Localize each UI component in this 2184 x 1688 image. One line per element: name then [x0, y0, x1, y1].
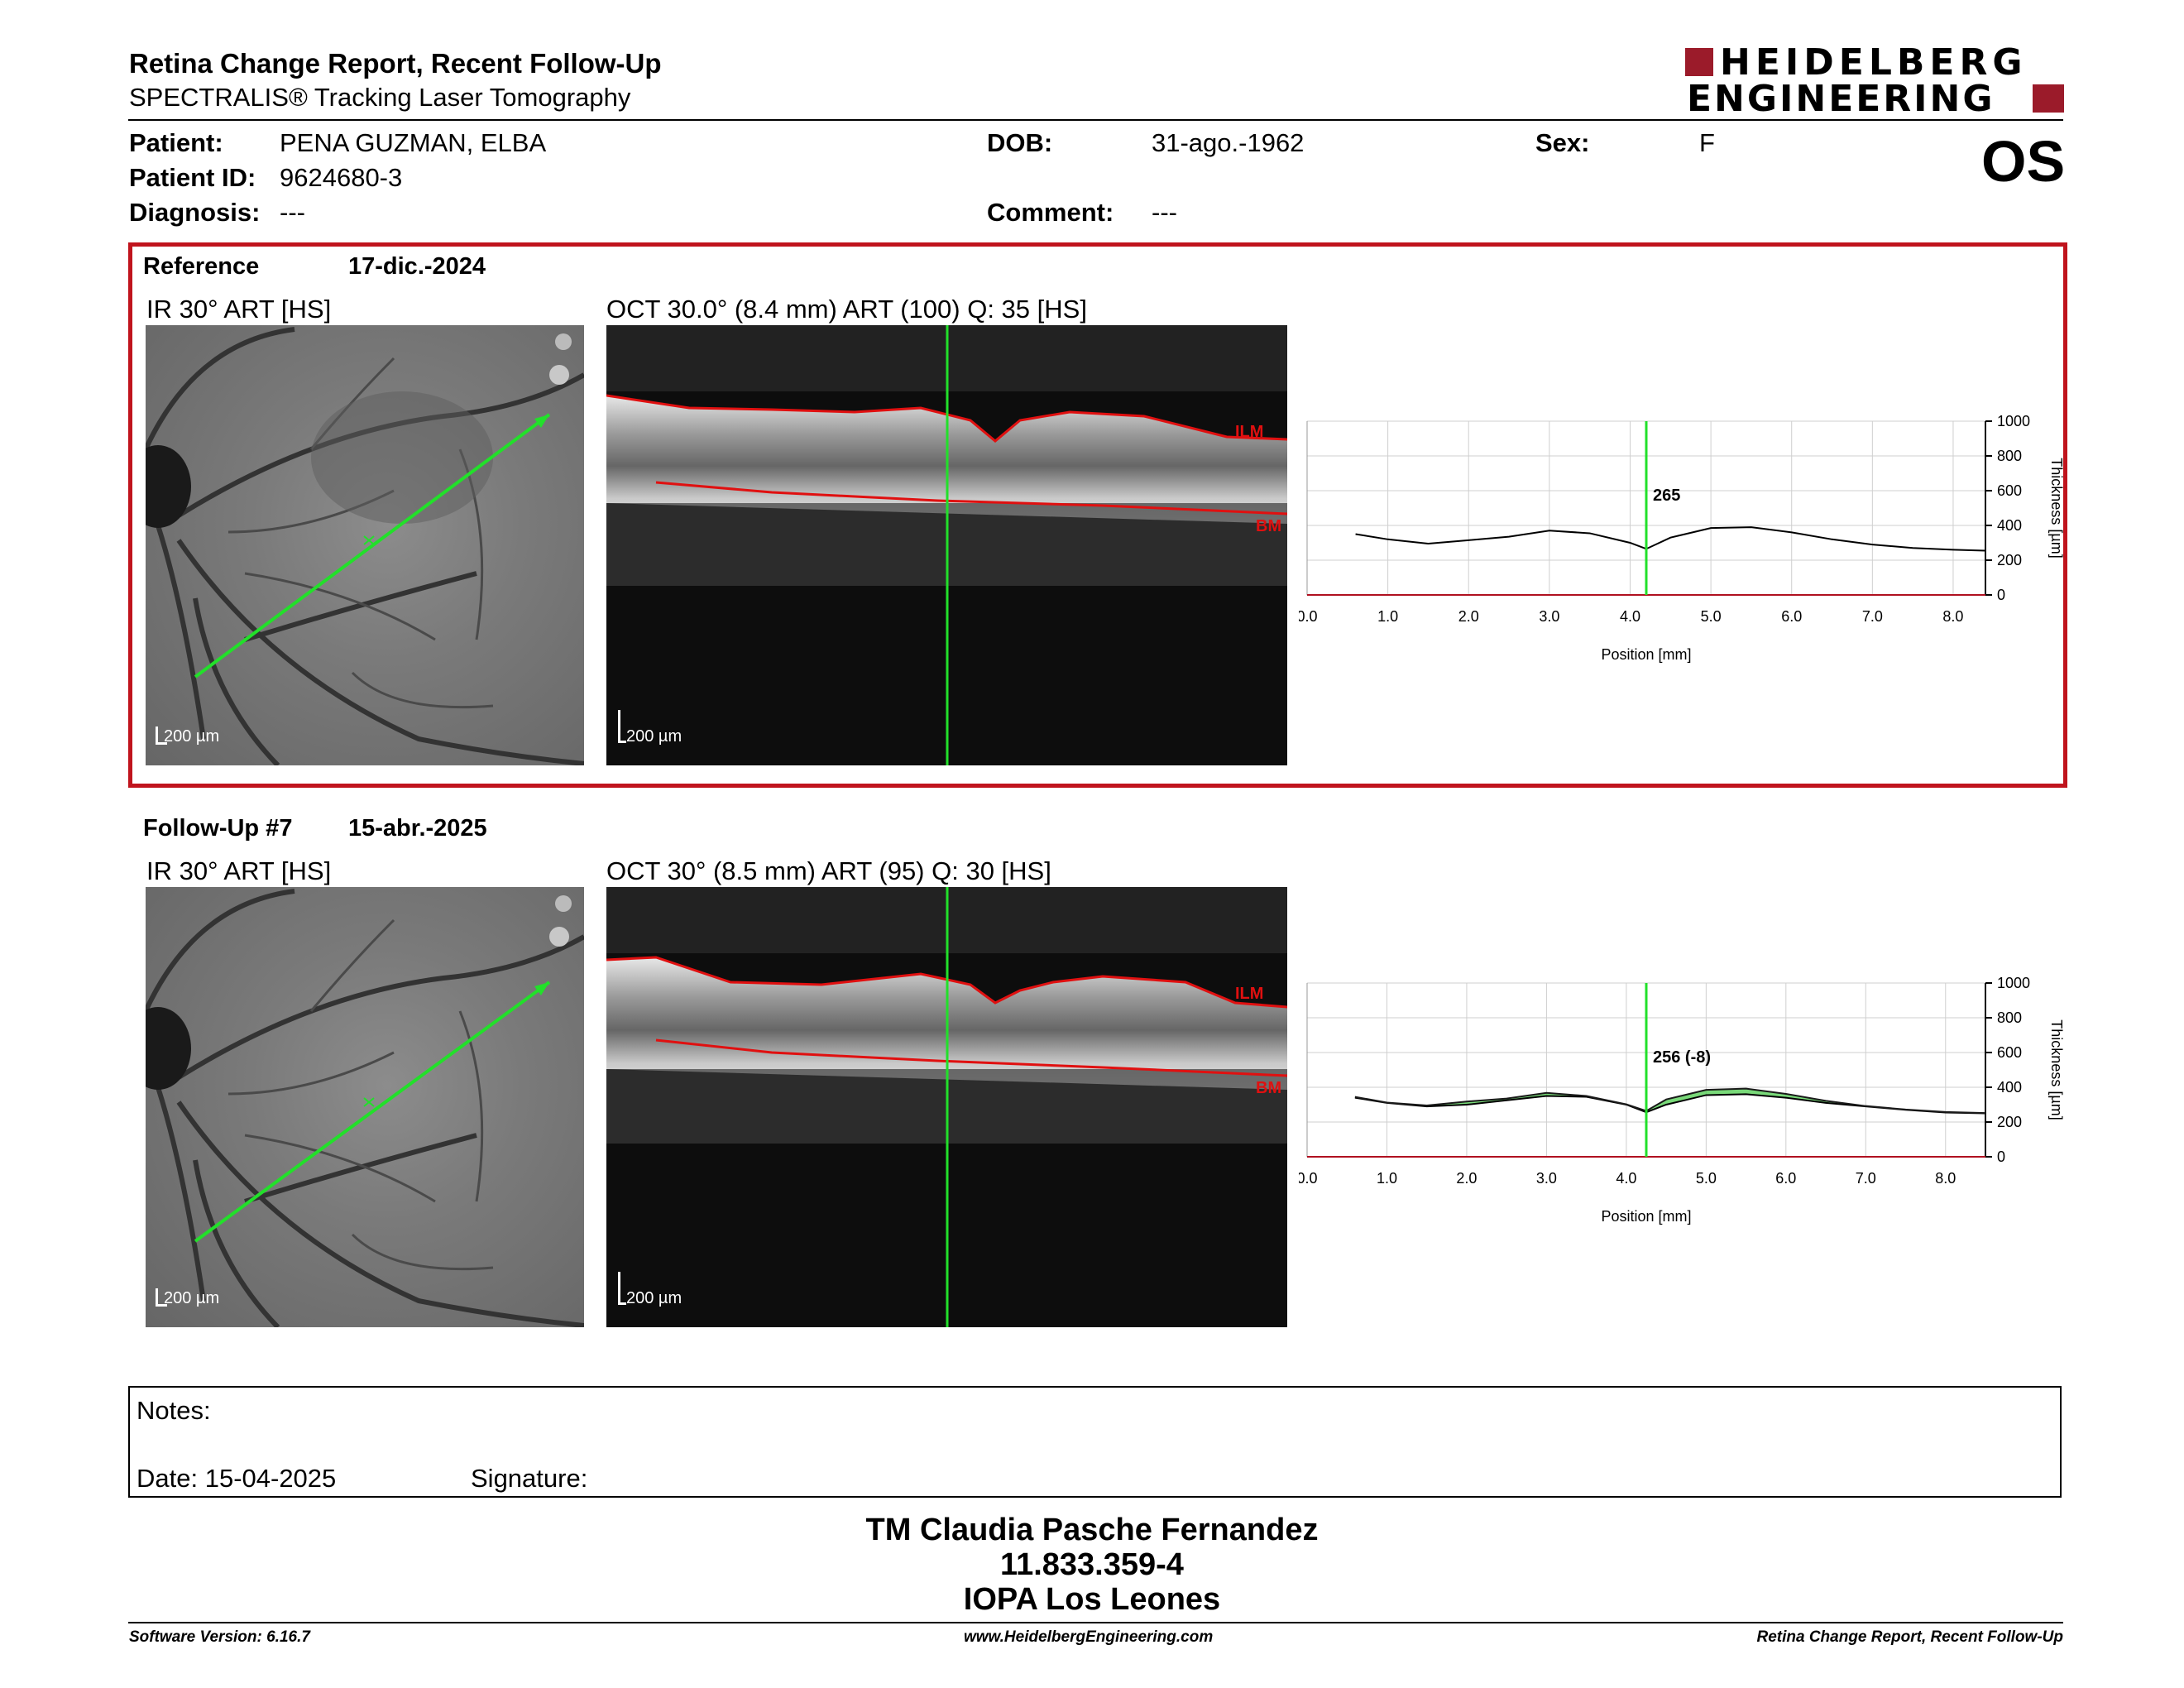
diagnosis-value: ---	[280, 198, 305, 227]
report-subtitle: SPECTRALIS® Tracking Laser Tomography	[129, 83, 631, 112]
patient-id-label: Patient ID:	[129, 163, 256, 192]
chart-xtick-label: 6.0	[1781, 608, 1802, 625]
chart-xtick-label: 4.0	[1620, 608, 1640, 625]
chart-xtick-label: 3.0	[1536, 1170, 1557, 1187]
chart-xaxis-label: Position [mm]	[1601, 646, 1691, 663]
reference-ir-scale: 200 µm	[164, 727, 220, 746]
followup-date: 15-abr.-2025	[348, 815, 487, 842]
followup-thickness-chart: 0 200 400 600 800 1000 0.0 1.0 2.0 3.0 4.0 5.0 6.0 7.…	[1299, 975, 2065, 1225]
chart-xtick-label: 5.0	[1696, 1170, 1717, 1187]
chart-xtick-label: 3.0	[1539, 608, 1559, 625]
reference-box	[128, 242, 2067, 788]
chart-series-line	[1355, 526, 1986, 552]
chart-change-area	[1354, 1088, 1985, 1114]
followup-oct-image: ILM BM 200 µm	[606, 887, 1287, 1327]
chart-series-line	[1354, 1087, 1986, 1115]
chart-xtick-label: 2.0	[1458, 608, 1479, 625]
comment-label: Comment:	[987, 198, 1114, 227]
reference-date: 17-dic.-2024	[348, 253, 486, 280]
chart-ytick-label: 400	[1997, 1079, 2022, 1096]
chart-xtick-label: 0.0	[1299, 608, 1318, 625]
chart-yaxis-label: Thickness [µm]	[2048, 1019, 2065, 1120]
chart-ytick-label: 800	[1997, 1009, 2022, 1026]
reference-ir-image: 200 µm	[146, 325, 584, 765]
reference-ir-label: IR 30° ART [HS]	[146, 295, 332, 324]
chart-xaxis-label: Position [mm]	[1601, 1208, 1691, 1225]
chart-ytick-label: 200	[1997, 552, 2022, 568]
chart-xtick-label: 8.0	[1935, 1170, 1956, 1187]
patient-id-value: 9624680-3	[280, 163, 403, 192]
clinic-name: IOPA Los Leones	[963, 1582, 1221, 1617]
dob-value: 31-ago.-1962	[1152, 128, 1305, 157]
patient-label: Patient:	[129, 128, 223, 157]
reference-oct-label: OCT 30.0° (8.4 mm) ART (100) Q: 35 [HS]	[606, 295, 1087, 324]
logo-text-top: HEIDELBERG	[1720, 41, 2028, 84]
chart-yaxis-label: Thickness [µm]	[2048, 458, 2065, 558]
operator-id: 11.833.359-4	[1000, 1547, 1184, 1582]
chart-cursor-label: 265	[1653, 487, 1680, 505]
patient-name: PENA GUZMAN, ELBA	[280, 128, 547, 157]
chart-xtick-label: 5.0	[1701, 608, 1722, 625]
reference-thickness-chart: 0 200 400 600 800 1000 0.0 1.0 2.0 3.0 4.0 5.0 6.0 7.…	[1299, 413, 2065, 663]
reference-oct-image: ILM BM 200 µm	[606, 325, 1287, 765]
chart-xtick-label: 7.0	[1862, 608, 1883, 625]
followup-ilm-label: ILM	[1235, 985, 1264, 1003]
followup-label: Follow-Up #7	[143, 815, 293, 842]
chart-ytick-label: 0	[1997, 1149, 2005, 1165]
sex-value: F	[1699, 128, 1715, 157]
notes-label: Notes:	[136, 1396, 211, 1425]
followup-oct-scale: 200 µm	[626, 1289, 682, 1307]
heidelberg-logo: HEIDELBERG ENGINEERING	[1685, 41, 2066, 121]
reference-oct-scale: 200 µm	[626, 727, 682, 746]
eye-indicator: OS	[1981, 129, 2066, 194]
signature-label: Signature:	[471, 1464, 588, 1493]
followup-ir-label: IR 30° ART [HS]	[146, 856, 332, 885]
chart-ytick-label: 600	[1997, 482, 2022, 499]
chart-ytick-label: 800	[1997, 448, 2022, 464]
chart-xtick-label: 1.0	[1377, 608, 1398, 625]
oct-scale-bar	[618, 710, 620, 743]
chart-ytick-label: 200	[1997, 1114, 2022, 1130]
footer-divider	[128, 1622, 2063, 1623]
dob-label: DOB:	[987, 128, 1053, 157]
website-link[interactable]: www.HeidelbergEngineering.com	[964, 1628, 1214, 1646]
followup-ir-scale: 200 µm	[164, 1289, 220, 1307]
chart-xtick-label: 4.0	[1616, 1170, 1636, 1187]
chart-xtick-label: 6.0	[1775, 1170, 1796, 1187]
chart-ytick-label: 0	[1997, 587, 2005, 603]
followup-ir-image: 200 µm	[146, 887, 584, 1327]
logo-square-bottom	[2033, 84, 2064, 113]
report-title: Retina Change Report, Recent Follow-Up	[129, 48, 662, 79]
sex-label: Sex:	[1535, 128, 1590, 157]
chart-xtick-label: 0.0	[1299, 1170, 1318, 1187]
software-version: Software Version: 6.16.7	[129, 1628, 310, 1646]
comment-value: ---	[1152, 198, 1177, 227]
footer-report-name: Retina Change Report, Recent Follow-Up	[1756, 1628, 2063, 1646]
chart-xtick-label: 7.0	[1856, 1170, 1876, 1187]
chart-ytick-label: 1000	[1997, 975, 2030, 991]
diagnosis-label: Diagnosis:	[129, 198, 261, 227]
ir-scale-bar	[156, 727, 158, 745]
chart-xtick-label: 8.0	[1942, 608, 1963, 625]
chart-xtick-label: 1.0	[1377, 1170, 1397, 1187]
notes-date: Date: 15-04-2025	[136, 1464, 337, 1493]
chart-ytick-label: 1000	[1997, 413, 2030, 429]
logo-square-top	[1685, 48, 1713, 76]
chart-ytick-label: 400	[1997, 517, 2022, 534]
chart-cursor-label: 256 (-8)	[1653, 1048, 1711, 1067]
reference-ilm-label: ILM	[1235, 423, 1264, 441]
header-divider	[128, 119, 2063, 121]
operator-name: TM Claudia Pasche Fernandez	[865, 1513, 1319, 1547]
reference-bm-label: BM	[1256, 517, 1282, 535]
chart-ytick-label: 600	[1997, 1044, 2022, 1061]
reference-label: Reference	[143, 253, 260, 280]
logo-text-bottom: ENGINEERING	[1687, 78, 1995, 120]
chart-xtick-label: 2.0	[1456, 1170, 1477, 1187]
followup-oct-label: OCT 30° (8.5 mm) ART (95) Q: 30 [HS]	[606, 856, 1051, 885]
followup-bm-label: BM	[1256, 1079, 1282, 1097]
notes-box[interactable]: Notes: Date: 15-04-2025 Signature:	[128, 1386, 2062, 1498]
